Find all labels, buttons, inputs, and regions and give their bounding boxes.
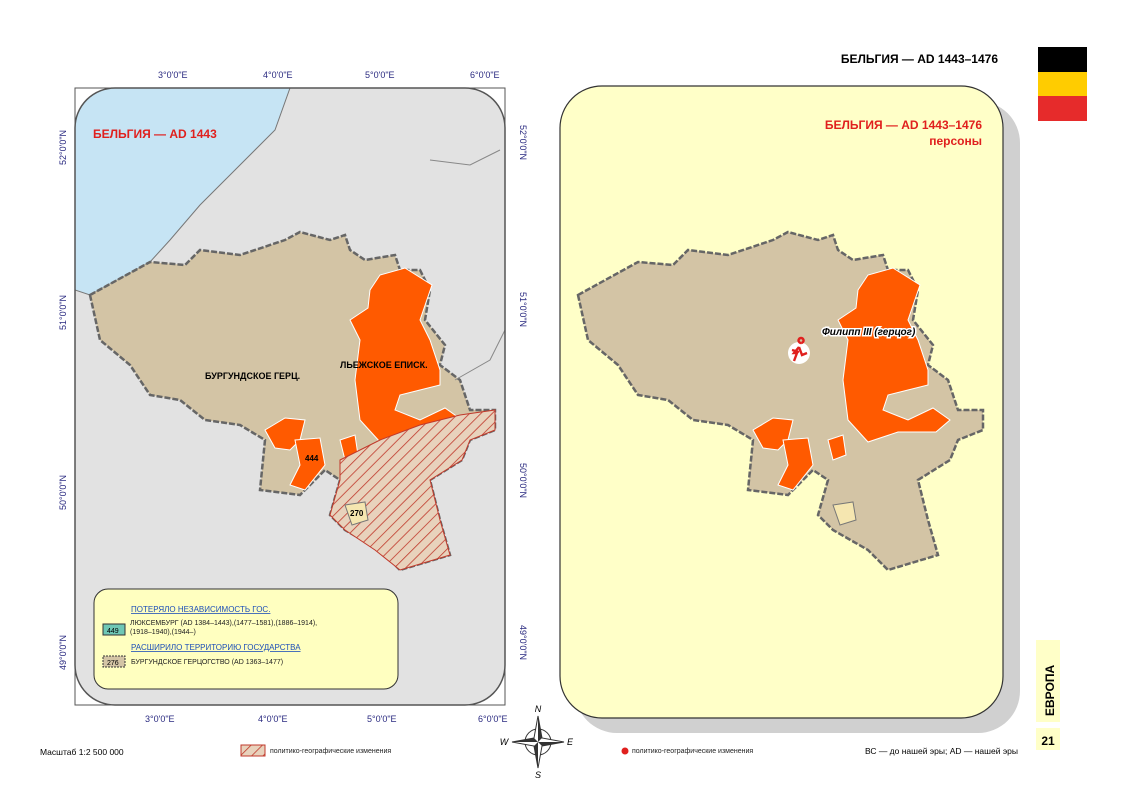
legend-code: 276 — [107, 660, 119, 667]
lon-label: 4°0'0"E — [258, 714, 288, 724]
flag-black — [1038, 47, 1087, 72]
code-label: 444 — [305, 454, 319, 463]
enclave — [832, 501, 857, 526]
lat-label: 49°0'0"N — [518, 625, 528, 660]
lat-label: 52°0'0"N — [518, 125, 528, 160]
legend-heading: ПОТЕРЯЛО НЕЗАВИСИМОСТЬ ГОС. — [131, 605, 270, 614]
lon-label: 3°0'0"E — [158, 70, 188, 80]
legend-text: БУРГУНДСКОЕ ГЕРЦОГСТВО (AD 1363–1477) — [131, 659, 283, 666]
map-subtitle: персоны — [929, 134, 982, 148]
person-label: Филипп III (герцог) — [822, 327, 916, 338]
section-tab — [1036, 640, 1060, 722]
lat-label: 50°0'0"N — [58, 475, 68, 510]
sea — [75, 88, 291, 296]
era-note: ВС — до нашей эры; AD — нашей эры — [865, 746, 1018, 756]
flag-yellow — [1038, 72, 1087, 96]
enclave — [344, 501, 369, 526]
lon-label: 4°0'0"E — [263, 70, 293, 80]
map-title: БЕЛЬГИЯ — AD 1443–1476 — [825, 118, 982, 132]
scale: Масштаб 1:2 500 000 — [40, 747, 124, 757]
map-rounded-frame — [74, 87, 506, 706]
person-icon-bg — [788, 342, 810, 364]
lat-label: 51°0'0"N — [58, 295, 68, 330]
page-number: 21 — [1041, 734, 1055, 748]
footer-legend: политико-географические изменения — [632, 748, 753, 755]
compass-letter: S — [535, 770, 541, 780]
footer-dot — [621, 747, 629, 755]
legend-swatch — [102, 623, 126, 636]
header-title: БЕЛЬГИЯ — AD 1443–1476 — [841, 52, 998, 66]
lat-label: 50°0'0"N — [518, 463, 528, 498]
lon-label: 6°0'0"E — [478, 714, 508, 724]
region-label: ЛЬЕЖСКОЕ ЕПИСК. — [340, 360, 428, 370]
border — [454, 329, 505, 381]
footer-swatch — [240, 744, 266, 757]
person-icon — [791, 336, 808, 362]
border — [429, 149, 501, 166]
legend-box — [93, 588, 399, 690]
compass-letter: N — [535, 704, 542, 714]
lat-label: 49°0'0"N — [58, 635, 68, 670]
legend-swatch — [102, 655, 126, 668]
lat-label: 52°0'0"N — [58, 130, 68, 165]
compass-letter: E — [567, 737, 574, 747]
lon-label: 5°0'0"E — [365, 70, 395, 80]
map-title: БЕЛЬГИЯ — AD 1443 — [93, 127, 217, 141]
left-map: БЕЛЬГИЯ — AD 1443 БУРГУНДСКОЕ ГЕРЦ. ЛЬЕЖ… — [58, 70, 528, 724]
legend-code: 449 — [107, 628, 119, 635]
lon-label: 6°0'0"E — [470, 70, 500, 80]
page-tab — [1036, 728, 1060, 750]
legend: ПОТЕРЯЛО НЕЗАВИСИМОСТЬ ГОС. 449 ЛЮКСЕМБУ… — [93, 588, 399, 690]
lon-label: 5°0'0"E — [367, 714, 397, 724]
legend-text: ЛЮКСЕМБУРГ (AD 1384–1443),(1477–1581),(1… — [130, 620, 318, 636]
hatched-area — [329, 409, 496, 571]
compass-letter: W — [500, 737, 510, 747]
code-label: 270 — [350, 509, 364, 518]
legend-heading: РАСШИРИЛО ТЕРРИТОРИЮ ГОСУДАРСТВА — [131, 643, 301, 652]
footer-legend: политико-географические изменения — [270, 748, 391, 755]
lon-label: 3°0'0"E — [145, 714, 175, 724]
coordinates: 3°0'0"E 4°0'0"E 5°0'0"E 6°0'0"E 3°0'0"E … — [58, 70, 528, 724]
compass: N W E S — [500, 704, 574, 780]
lat-label: 51°0'0"N — [518, 292, 528, 327]
right-map: БЕЛЬГИЯ — AD 1443–1476 персоны Филипп II… — [559, 85, 1020, 733]
section-label: ЕВРОПА — [1043, 665, 1057, 716]
flag-red — [1038, 96, 1087, 121]
region-label: БУРГУНДСКОЕ ГЕРЦ. — [205, 371, 300, 381]
